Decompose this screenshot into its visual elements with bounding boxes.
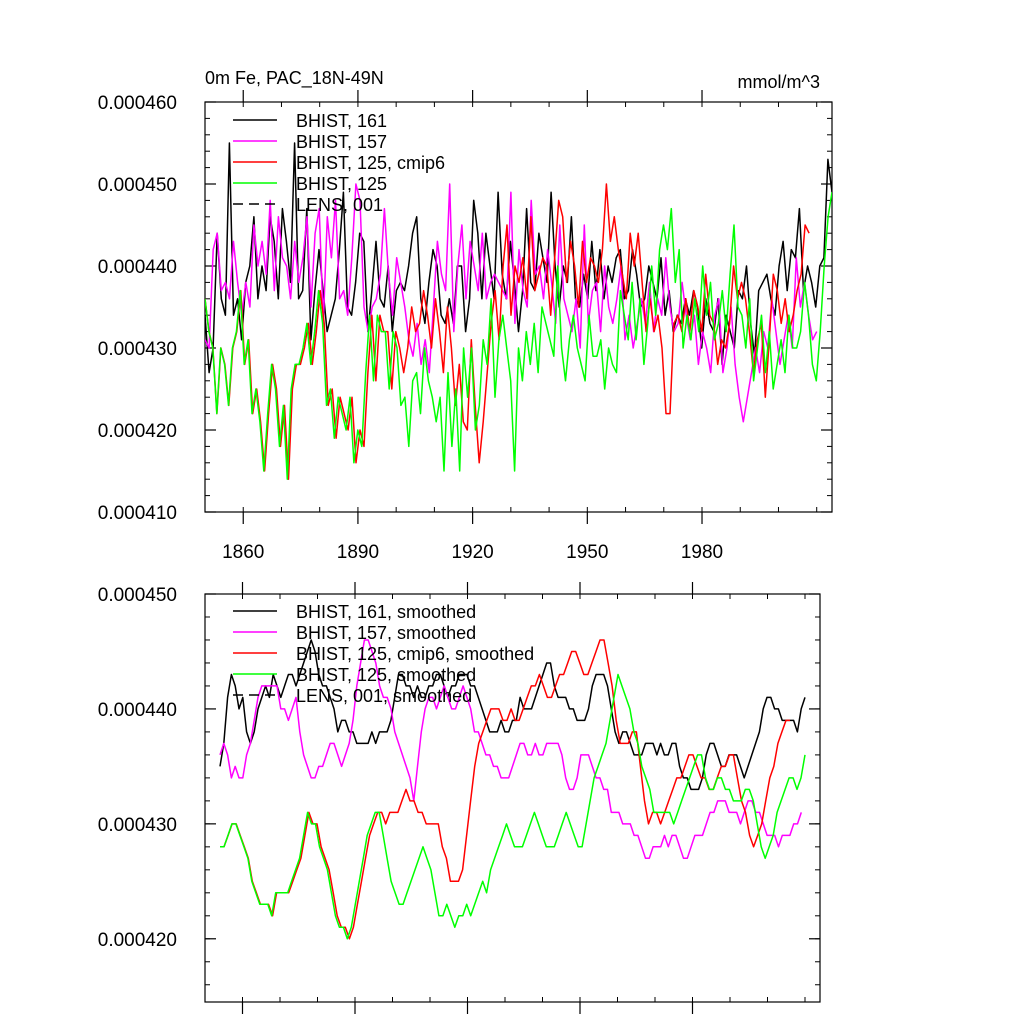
top-y-tick-label: 0.000440 (98, 257, 177, 278)
top-legend-label: BHIST, 125 (296, 174, 387, 194)
top-x-tick-label: 1980 (681, 542, 723, 563)
bottom-y-tick-label: 0.000450 (98, 585, 177, 606)
top-series-line-2 (205, 183, 810, 480)
bottom-series-line-1 (219, 639, 803, 860)
top-series-line-3 (205, 192, 832, 480)
top-y-tick-label: 0.000410 (98, 503, 177, 524)
top-y-tick-label: 0.000450 (98, 175, 177, 196)
top-x-tick-label: 1920 (451, 542, 493, 563)
bottom-plot-panel: 0.000450 0.000440 0.000430 0.000420 BHIST, 1… (98, 582, 821, 1014)
top-legend-label: BHIST, 161 (296, 111, 387, 131)
top-legend-label: BHIST, 125, cmip6 (296, 153, 445, 173)
bottom-series-line-0 (219, 639, 806, 791)
top-legend-label: LENS, 001 (296, 195, 383, 215)
top-chart-units: mmol/m^3 (738, 72, 820, 92)
top-plot-frame (204, 101, 833, 513)
top-y-tick-label: 0.000420 (98, 421, 177, 442)
top-plot-panel: 0.000460 0.000450 0.000440 0.000430 0.000420… (98, 90, 833, 563)
top-x-tick-label: 1890 (337, 542, 379, 563)
bottom-series-group (219, 639, 806, 940)
bottom-legend-label: BHIST, 125, cmip6, smoothed (296, 644, 534, 664)
bottom-legend-label: BHIST, 157, smoothed (296, 623, 476, 643)
bottom-y-tick-label: 0.000430 (98, 815, 177, 836)
top-chart-title: 0m Fe, PAC_18N-49N (205, 68, 384, 89)
top-legend-label: BHIST, 157 (296, 132, 387, 152)
top-series-group (205, 142, 832, 480)
top-y-tick-label: 0.000430 (98, 339, 177, 360)
top-series-line-1 (205, 183, 818, 423)
bottom-plot-frame (204, 593, 821, 1003)
top-x-tick-label: 1860 (222, 542, 264, 563)
top-y-tick-label: 0.000460 (98, 93, 177, 114)
bottom-y-tick-label: 0.000440 (98, 700, 177, 721)
bottom-legend-label: BHIST, 161, smoothed (296, 602, 476, 622)
top-x-tick-label: 1950 (566, 542, 608, 563)
bottom-series-line-3 (220, 673, 806, 940)
bottom-y-tick-label: 0.000420 (98, 930, 177, 951)
bottom-legend-label: BHIST, 125, smoothed (296, 665, 476, 685)
bottom-legend-label: LENS, 001, smoothed (296, 686, 472, 706)
